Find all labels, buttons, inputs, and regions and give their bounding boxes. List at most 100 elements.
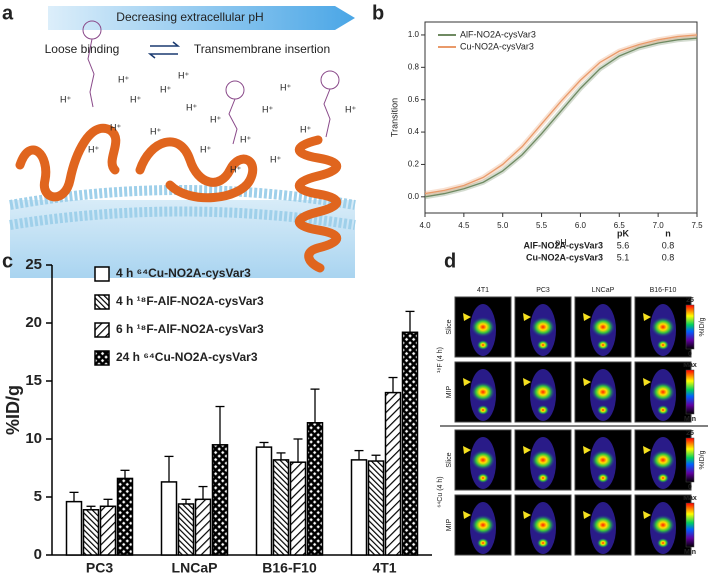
panel-label: c — [2, 250, 13, 272]
x-tick-label: 6.5 — [614, 221, 626, 230]
uptake — [537, 340, 549, 350]
group-label: ⁶⁴Cu (4 h) — [437, 476, 444, 507]
y-tick-label: 0.2 — [408, 160, 420, 169]
tumor-marker — [643, 511, 651, 519]
colorbar-unit: %ID/g — [699, 317, 706, 336]
tumor-marker — [463, 378, 471, 386]
uptake — [591, 515, 615, 535]
colorbar-unit: %ID/g — [699, 450, 706, 469]
panel-label: d — [444, 250, 456, 272]
uptake — [657, 405, 669, 415]
uptake — [597, 473, 609, 483]
tumor-marker — [523, 511, 531, 519]
table-cell: 5.1 — [617, 252, 630, 262]
y-tick-label: 1.0 — [408, 30, 420, 39]
ion-label: H⁺ — [160, 84, 171, 94]
y-axis-label: Transition — [389, 98, 399, 137]
uptake — [657, 538, 669, 548]
bar — [82, 509, 100, 556]
tumor-marker — [463, 446, 471, 454]
tumor-marker — [643, 378, 651, 386]
legend-label: 6 h ¹⁸F-AlF-NO2A-cysVar3 — [116, 322, 264, 336]
x-tick-label: 4.0 — [419, 221, 431, 230]
legend-label: 4 h ⁶⁴Cu-NO2A-cysVar3 — [116, 266, 251, 280]
uptake — [471, 450, 495, 470]
uptake — [651, 450, 675, 470]
uptake — [657, 473, 669, 483]
colorbar — [685, 502, 695, 548]
y-tick-label: 0 — [34, 546, 42, 563]
y-tick-label: 5 — [34, 488, 42, 505]
bar — [401, 331, 419, 556]
ion-label: H⁺ — [118, 74, 129, 84]
legend-swatch — [94, 294, 110, 310]
column-label: PC3 — [536, 287, 550, 294]
table-header: n — [665, 228, 671, 238]
legend-swatch — [94, 322, 110, 338]
row-label: MIP — [446, 518, 453, 531]
tumor-marker — [643, 446, 651, 454]
bar — [289, 461, 307, 556]
uptake — [477, 340, 489, 350]
uptake — [591, 450, 615, 470]
table-cell: 0.8 — [662, 240, 675, 250]
curve — [424, 34, 698, 195]
panel-a-art — [9, 6, 356, 278]
bar — [194, 498, 212, 556]
bar — [255, 446, 273, 556]
ion-label: H⁺ — [200, 144, 211, 154]
colorbar-top: 25 — [686, 430, 694, 437]
plot-frame — [424, 21, 698, 214]
ion-label: H⁺ — [230, 164, 241, 174]
bar — [211, 444, 229, 556]
colorbar-top: Max — [683, 362, 697, 369]
bar — [272, 459, 290, 556]
uptake — [591, 317, 615, 337]
tumor-marker — [523, 313, 531, 321]
colorbar-top: 25 — [686, 297, 694, 304]
y-tick-label: 0.8 — [408, 62, 420, 71]
uptake — [471, 515, 495, 535]
column-label: 4T1 — [477, 287, 489, 294]
row-label: Slice — [446, 319, 453, 334]
panel-label: a — [2, 2, 14, 24]
x-tick-label: 7.5 — [691, 221, 703, 230]
tumor-marker — [463, 313, 471, 321]
uptake — [651, 382, 675, 402]
ion-label: H⁺ — [300, 124, 311, 134]
uptake — [591, 382, 615, 402]
uptake — [537, 538, 549, 548]
bar — [99, 505, 117, 556]
colorbar — [685, 304, 695, 350]
uptake — [651, 317, 675, 337]
bar — [367, 460, 385, 556]
arrow-text: Decreasing extracellular pH — [116, 10, 263, 24]
panel-label: b — [372, 2, 384, 24]
ion-label: H⁺ — [262, 104, 273, 114]
y-tick-label: 0.4 — [408, 127, 420, 136]
legend-swatch — [94, 266, 110, 282]
colorbar-bottom: 0 — [688, 351, 692, 358]
y-tick-label: 15 — [25, 372, 42, 389]
row-label: MIP — [446, 385, 453, 398]
ion-label: H⁺ — [150, 126, 161, 136]
table-cell: 0.8 — [662, 252, 675, 262]
legend-swatch — [94, 350, 110, 366]
tumor-marker — [643, 313, 651, 321]
x-tick-label: 5.0 — [497, 221, 509, 230]
colorbar — [685, 437, 695, 483]
x-tick-label: LNCaP — [172, 560, 218, 575]
uptake — [597, 405, 609, 415]
legend-label: Cu-NO2A-cysVar3 — [460, 41, 534, 51]
state-label: Transmembrane insertion — [194, 42, 330, 56]
ion-label: H⁺ — [240, 134, 251, 144]
tumor-marker — [583, 313, 591, 321]
uptake — [531, 515, 555, 535]
column-label: LNCaP — [592, 287, 615, 294]
bar — [116, 477, 134, 556]
bar — [160, 481, 178, 556]
x-tick-label: 6.0 — [575, 221, 587, 230]
uptake — [537, 473, 549, 483]
uptake — [531, 382, 555, 402]
bar — [306, 422, 324, 556]
